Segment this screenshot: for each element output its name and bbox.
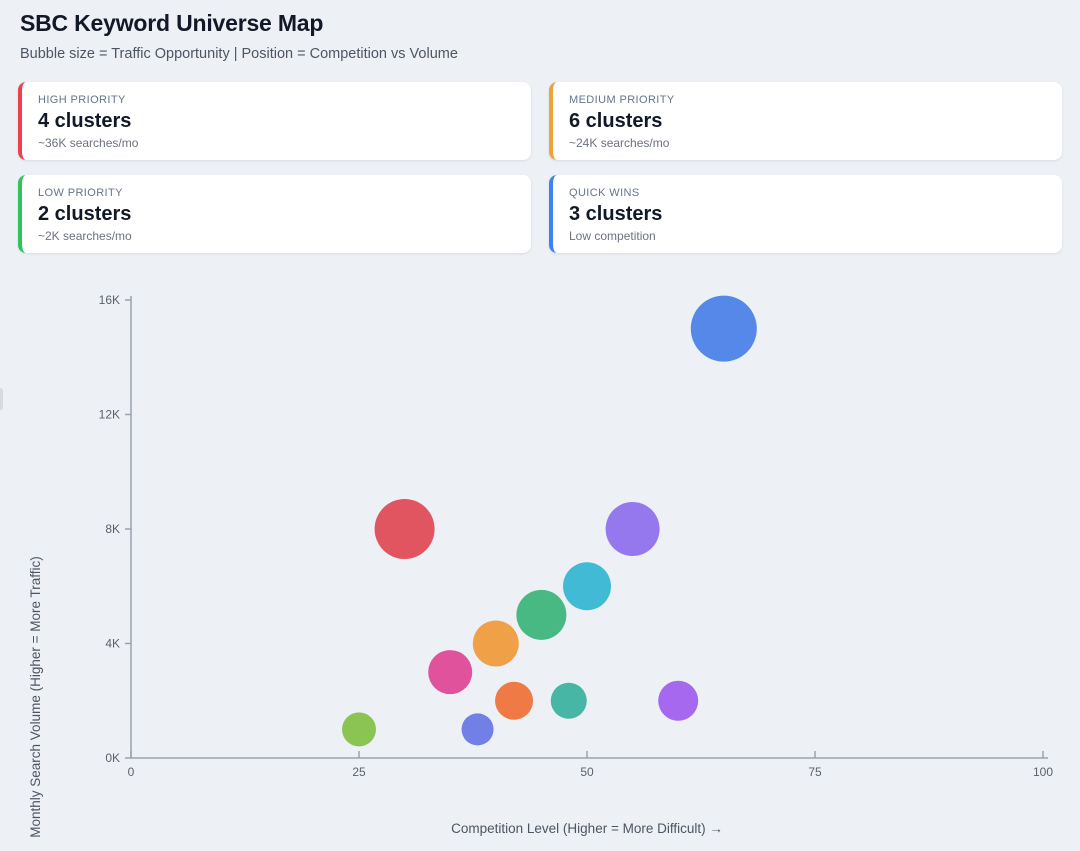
bubble[interactable] (690, 295, 757, 362)
stat-card-value: 2 clusters (38, 203, 132, 225)
bubble[interactable] (495, 681, 534, 720)
stat-card-label: QUICK WINS (569, 187, 640, 199)
y-axis-label: Monthly Search Volume (Higher = More Tra… (28, 556, 43, 838)
stat-card-subtext: Low competition (569, 229, 656, 243)
stat-card-low-priority: LOW PRIORITY 2 clusters ~2K searches/mo (18, 175, 531, 253)
x-tick-label: 25 (352, 765, 366, 779)
y-tick-label: 12K (99, 408, 120, 422)
stat-card-label: MEDIUM PRIORITY (569, 94, 675, 106)
x-tick-label: 0 (128, 765, 135, 779)
x-tick-label: 100 (1033, 765, 1053, 779)
stat-card-high-priority: HIGH PRIORITY 4 clusters ~36K searches/m… (18, 82, 531, 160)
header: SBC Keyword Universe Map Bubble size = T… (0, 0, 1080, 62)
left-edge-scroll-mark (0, 388, 3, 410)
y-tick-label: 16K (99, 293, 120, 307)
stat-card-subtext: ~24K searches/mo (569, 136, 670, 150)
bubble[interactable] (516, 589, 567, 640)
bubble-chart: 0K 4K 8K 12K 16K 0 25 50 75 100 Competition Level … (0, 285, 1080, 851)
page-subtitle: Bubble size = Traffic Opportunity | Posi… (20, 46, 458, 62)
y-tick-label: 8K (105, 522, 120, 536)
bubble[interactable] (658, 680, 699, 721)
bubble[interactable] (472, 620, 519, 667)
stat-card-subtext: ~2K searches/mo (38, 229, 132, 243)
y-tick-label: 0K (105, 751, 120, 765)
x-tick-label: 50 (580, 765, 594, 779)
stat-card-subtext: ~36K searches/mo (38, 136, 139, 150)
stat-card-medium-priority: MEDIUM PRIORITY 6 clusters ~24K searches… (549, 82, 1062, 160)
bubble[interactable] (342, 712, 376, 747)
x-axis-label: Competition Level (Higher = More Difficu… (451, 821, 723, 836)
bubble[interactable] (428, 650, 473, 695)
bubble[interactable] (374, 499, 435, 559)
stat-card-label: HIGH PRIORITY (38, 94, 126, 106)
x-tick-label: 75 (808, 765, 822, 779)
bubble[interactable] (550, 682, 587, 719)
stat-card-value: 3 clusters (569, 203, 663, 225)
bubble[interactable] (461, 713, 494, 746)
bubble[interactable] (605, 502, 660, 556)
stat-card-value: 4 clusters (38, 110, 132, 132)
bubble[interactable] (563, 562, 611, 611)
stat-card-label: LOW PRIORITY (38, 187, 123, 199)
stat-card-value: 6 clusters (569, 110, 663, 132)
stat-card-quick-wins: QUICK WINS 3 clusters Low competition (549, 175, 1062, 253)
stat-cards: HIGH PRIORITY 4 clusters ~36K searches/m… (18, 82, 1062, 253)
bubble-chart-svg: 0K 4K 8K 12K 16K 0 25 50 75 100 Competition Level … (28, 293, 1053, 838)
y-tick-label: 4K (105, 637, 120, 651)
page-title: SBC Keyword Universe Map (20, 10, 324, 36)
